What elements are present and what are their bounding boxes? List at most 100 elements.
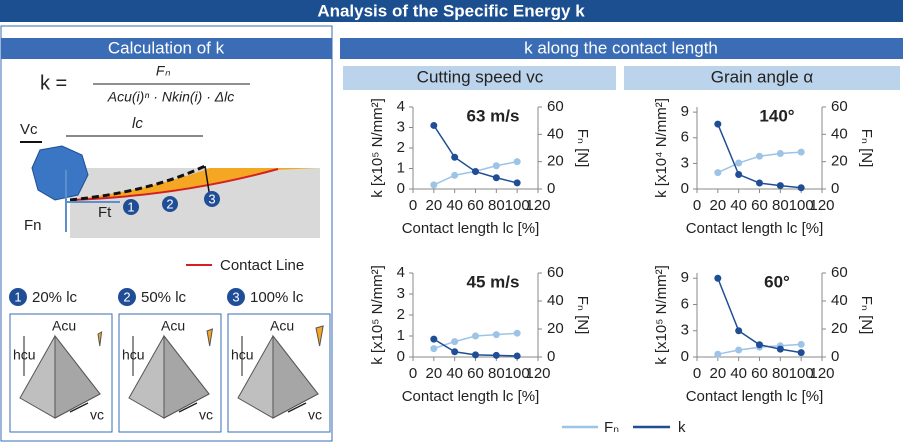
point xyxy=(735,327,743,335)
x-tick-label: 20 xyxy=(425,197,442,214)
step-badge xyxy=(162,196,178,212)
y-tick-label: 4 xyxy=(397,264,405,281)
grain xyxy=(31,145,89,201)
x-tick-label: 80 xyxy=(772,365,789,382)
y2-label: Fₙ [N] xyxy=(858,296,875,334)
y-label: k [x10⁵ N/mm²] xyxy=(369,265,386,365)
case-label: 50% lc xyxy=(141,289,187,306)
right-header xyxy=(340,38,903,59)
point xyxy=(756,341,763,349)
acu-label: Acu xyxy=(270,318,294,334)
x-tick-label: 40 xyxy=(730,365,747,382)
y-tick-label: 3 xyxy=(681,322,689,339)
x-tick-label: 0 xyxy=(409,197,417,214)
x-tick-label: 120 xyxy=(809,365,834,382)
step-number: 3 xyxy=(208,191,215,206)
hcu-label: hcu xyxy=(122,347,145,363)
point xyxy=(714,120,722,128)
case-badge xyxy=(9,288,27,306)
annotation: 45 m/s xyxy=(467,272,520,291)
y2-tick-label: 0 xyxy=(547,180,555,197)
x-tick-label: 60 xyxy=(467,197,484,214)
point xyxy=(430,121,438,129)
y2-tick-label: 20 xyxy=(831,320,848,337)
y-tick-label: 0 xyxy=(397,348,405,365)
point xyxy=(472,332,479,340)
point xyxy=(430,345,438,353)
y-tick-label: 3 xyxy=(681,154,689,171)
point xyxy=(472,168,479,176)
step-badge xyxy=(123,199,139,215)
x-tick-label: 0 xyxy=(693,365,701,382)
y-tick-label: 4 xyxy=(397,98,405,115)
y-tick-label: 1 xyxy=(397,159,405,176)
y2-tick-label: 40 xyxy=(547,125,564,142)
point xyxy=(776,345,784,353)
x-tick-label: 20 xyxy=(709,365,726,382)
column-header xyxy=(343,66,616,90)
x-tick-label: 60 xyxy=(751,197,768,214)
y2-tick-label: 40 xyxy=(831,292,848,309)
vc-arrow xyxy=(178,402,198,413)
point xyxy=(472,351,479,359)
point xyxy=(714,169,722,177)
x-tick-label: 40 xyxy=(730,197,747,214)
label: Ft xyxy=(98,204,112,221)
x-tick-label: 20 xyxy=(709,197,726,214)
header-bar xyxy=(0,0,903,22)
x-tick-label: 40 xyxy=(446,197,463,214)
column-title: Cutting speed vc xyxy=(417,67,544,86)
chip-section xyxy=(97,331,103,347)
point xyxy=(451,171,459,179)
point xyxy=(735,346,743,354)
point xyxy=(756,152,763,160)
x-label: Contact length lc [%] xyxy=(402,220,540,237)
y2-tick-label: 20 xyxy=(831,153,848,170)
label: Vc xyxy=(20,121,38,138)
point xyxy=(756,179,763,187)
legend-label: k xyxy=(678,419,686,436)
x-tick-label: 0 xyxy=(409,365,417,382)
left-panel xyxy=(0,25,333,442)
y-tick-label: 6 xyxy=(681,129,689,146)
y2-tick-label: 0 xyxy=(831,348,839,365)
point xyxy=(492,162,500,170)
x-tick-label: 100 xyxy=(789,365,814,382)
point xyxy=(735,159,743,167)
legend-label: Fₙ xyxy=(604,419,619,436)
x-tick-label: 20 xyxy=(425,365,442,382)
point xyxy=(513,158,521,166)
left-title: Calculation of k xyxy=(108,38,225,57)
case-label: 100% lc xyxy=(250,289,304,306)
y2-tick-label: 40 xyxy=(547,292,564,309)
left-header xyxy=(1,38,332,59)
point xyxy=(430,181,438,189)
vc-label: vc xyxy=(90,407,104,423)
case-label: 20% lc xyxy=(32,289,78,306)
point xyxy=(492,351,500,359)
point xyxy=(451,338,459,346)
y2-tick-label: 0 xyxy=(547,348,555,365)
y-tick-label: 2 xyxy=(397,306,405,323)
column-header xyxy=(624,66,900,90)
y-tick-label: 6 xyxy=(681,295,689,312)
y2-tick-label: 20 xyxy=(547,320,564,337)
y-tick-label: 9 xyxy=(681,103,689,120)
point xyxy=(797,340,805,348)
point xyxy=(797,184,805,192)
x-tick-label: 0 xyxy=(693,197,701,214)
annotation: 140° xyxy=(759,106,794,125)
x-label: Contact length lc [%] xyxy=(402,388,540,405)
formula-lhs: k = xyxy=(40,72,67,94)
x-label: Contact length lc [%] xyxy=(686,388,824,405)
y2-label: Fₙ [N] xyxy=(858,129,875,167)
x-tick-label: 120 xyxy=(525,365,550,382)
step-badge xyxy=(204,191,220,207)
case-number: 2 xyxy=(123,289,130,304)
vc-label: vc xyxy=(308,407,322,423)
case-number: 1 xyxy=(14,289,21,304)
vc-arrow xyxy=(69,402,89,413)
y-label: k [x10⁵ N/mm²] xyxy=(369,98,386,198)
